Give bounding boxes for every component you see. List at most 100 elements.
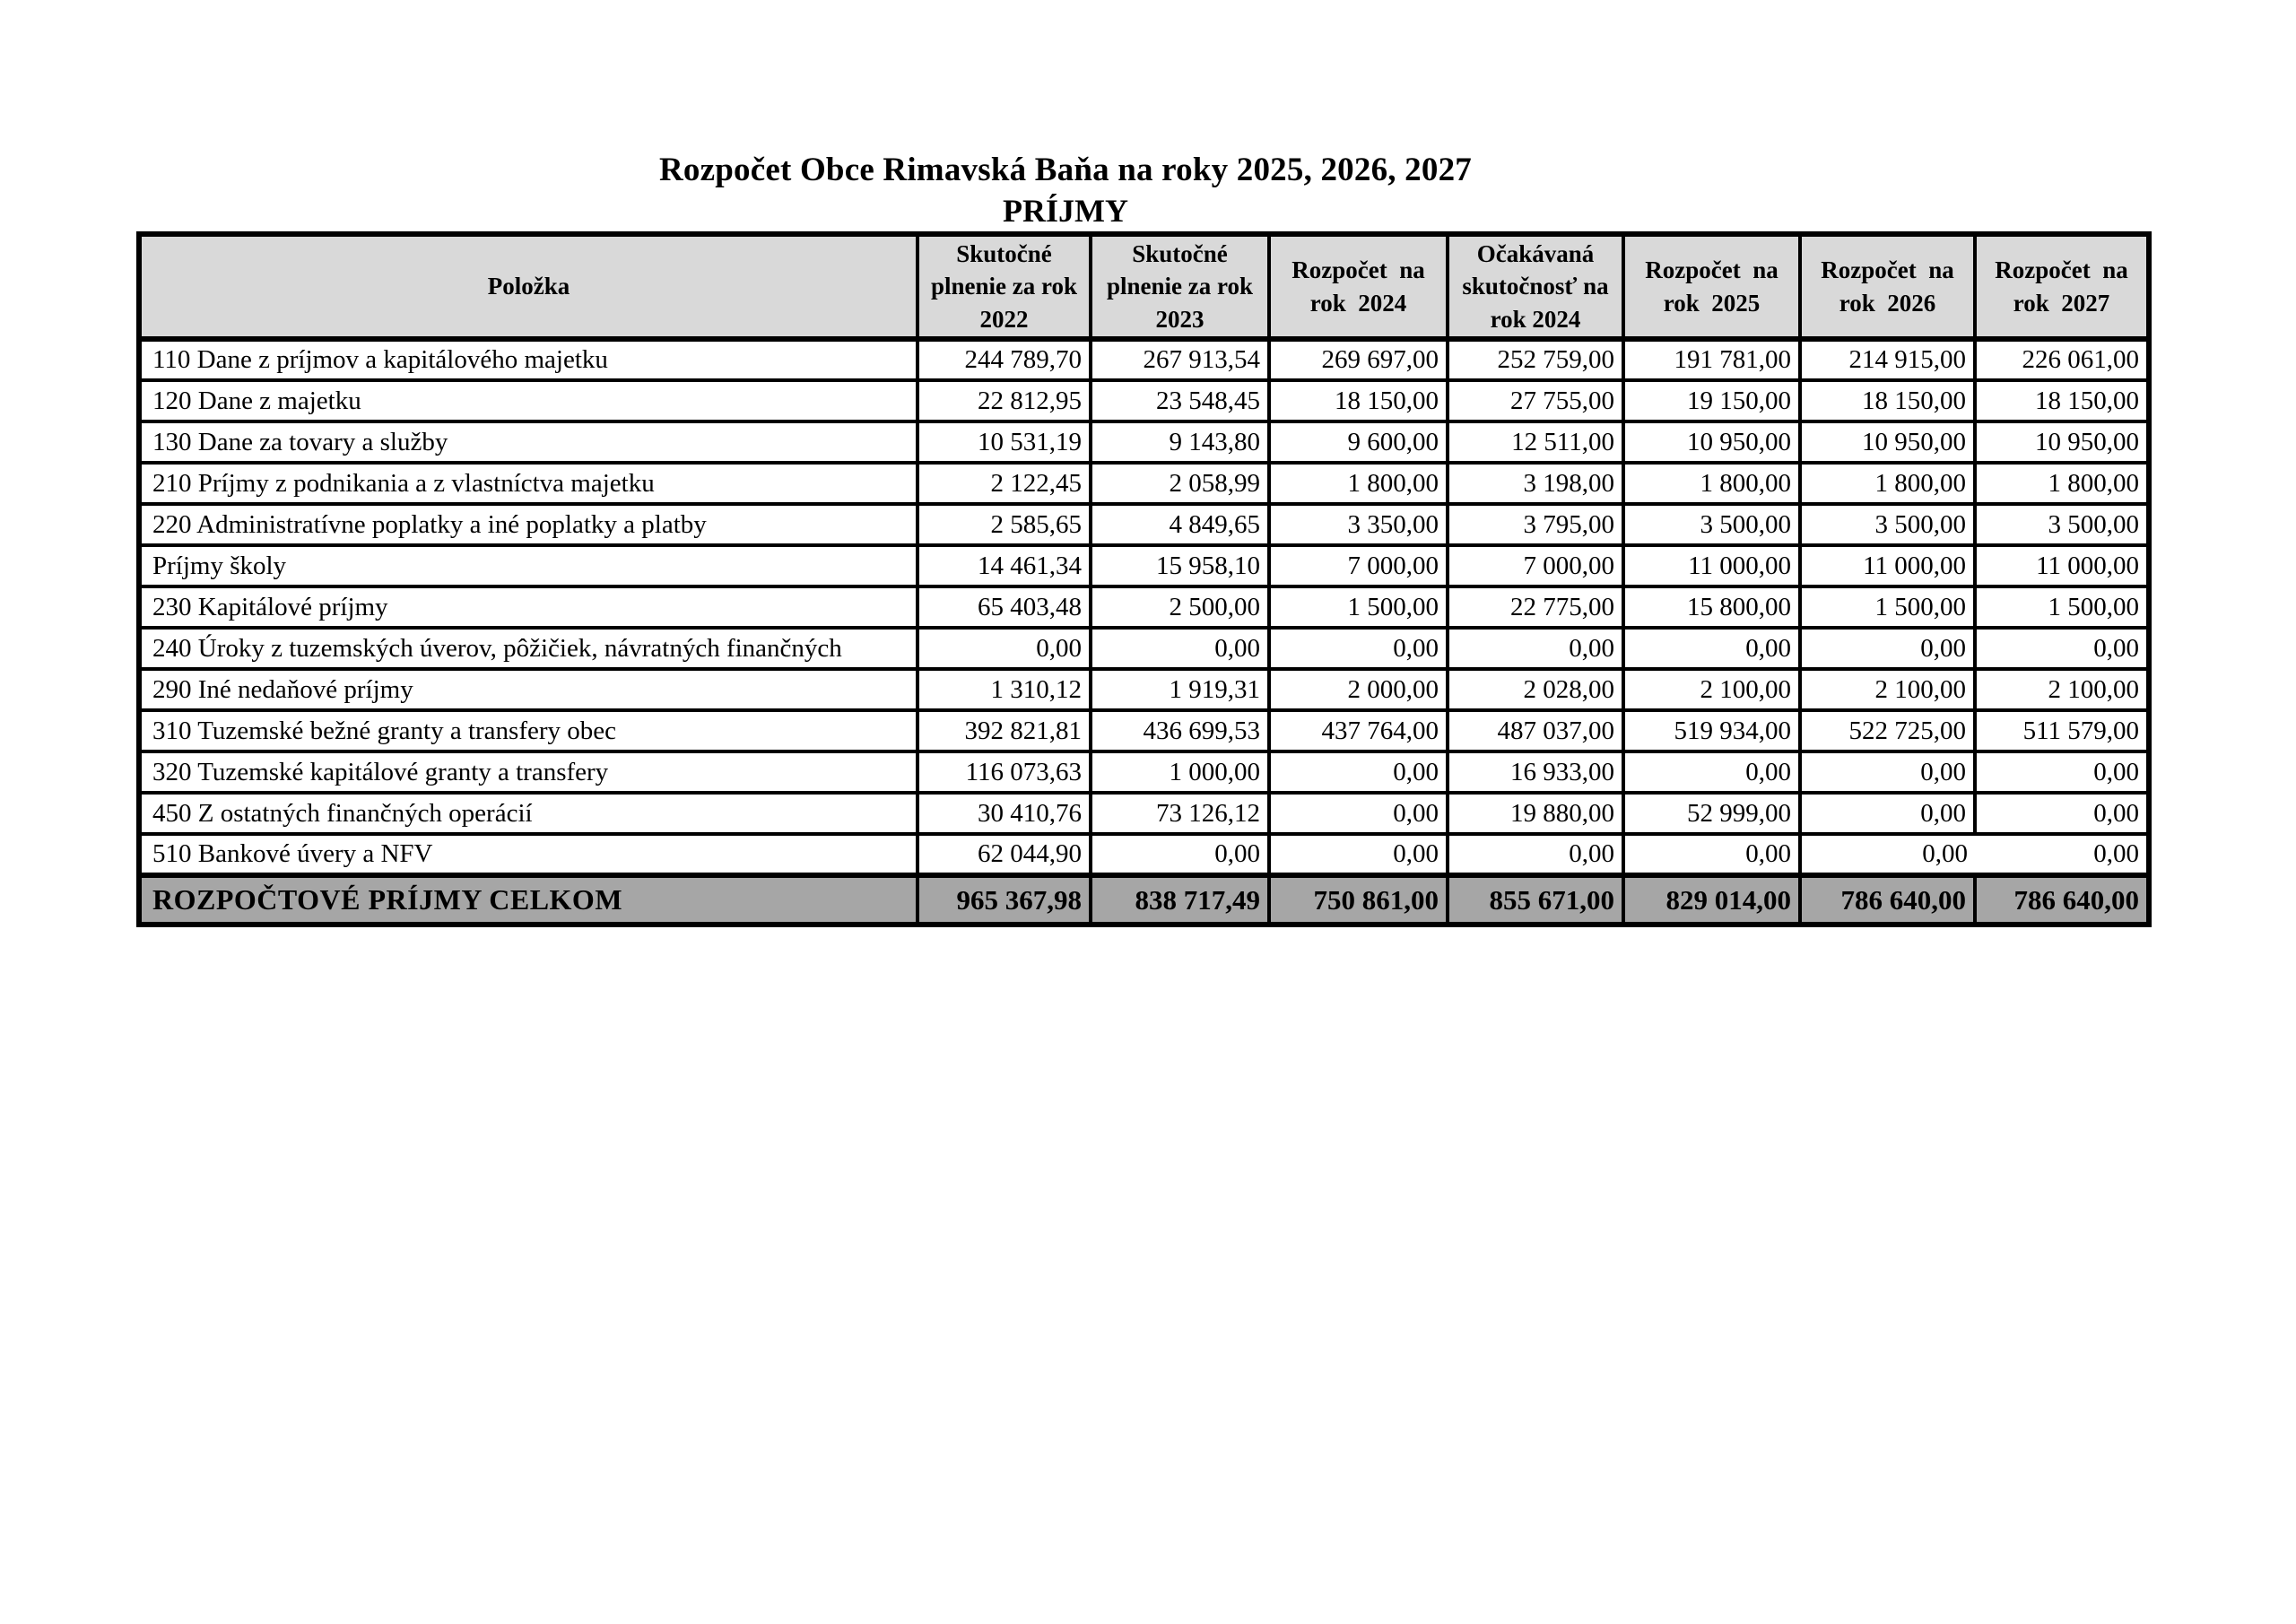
table-row: 230 Kapitálové príjmy 65 403,48 2 500,00 1 …: [137, 585, 2151, 630]
total-value: 829 014,00: [1622, 873, 1802, 926]
row-value: 62 044,90: [916, 832, 1092, 877]
row-value: 522 725,00: [1798, 708, 1977, 753]
row-label: 450 Z ostatných finančných operácií: [137, 791, 919, 836]
row-value: 267 913,54: [1089, 337, 1271, 382]
row-label: 210 Príjmy z podnikania a z vlastníctva …: [137, 461, 919, 506]
row-value: 0,00: [1622, 626, 1802, 671]
row-value: 0,00: [1267, 750, 1449, 795]
row-value: 2 100,00: [1973, 667, 2151, 712]
row-value: 3 500,00: [1973, 502, 2151, 547]
row-value: 1 800,00: [1798, 461, 1977, 506]
column-header: Skutočné plnenie za rok 2023: [1089, 232, 1271, 342]
row-value: 3 500,00: [1798, 502, 1977, 547]
table-row: 220 Administratívne poplatky a iné popla…: [137, 502, 2151, 547]
row-value: 3 198,00: [1446, 461, 1625, 506]
row-value: 0,00: [916, 626, 1092, 671]
row-value: 0,00: [1267, 832, 1449, 877]
column-header: Rozpočet na rok 2027: [1973, 232, 2151, 342]
row-value: 9 600,00: [1267, 420, 1449, 465]
row-label: 290 Iné nedaňové príjmy: [137, 667, 919, 712]
row-label: Príjmy školy: [137, 543, 919, 588]
row-value: 1 310,12: [916, 667, 1092, 712]
row-value: 1 500,00: [1267, 585, 1449, 630]
row-value: 3 350,00: [1267, 502, 1449, 547]
row-label: 240 Úroky z tuzemských úverov, pôžičiek,…: [137, 626, 919, 671]
row-value: 0,00: [1798, 832, 1975, 877]
table-row: 510 Bankové úvery a NFV 62 044,90 0,00 0,00…: [137, 832, 2151, 877]
row-value: 16 933,00: [1446, 750, 1625, 795]
row-value: 1 000,00: [1089, 750, 1271, 795]
row-value: 22 812,95: [916, 378, 1092, 423]
row-value: 1 800,00: [1267, 461, 1449, 506]
row-value: 22 775,00: [1446, 585, 1625, 630]
row-value: 73 126,12: [1089, 791, 1271, 836]
table-row: 290 Iné nedaňové príjmy 1 310,12 1 919,31 2…: [137, 667, 2151, 712]
row-value: 0,00: [1446, 626, 1625, 671]
row-label: 110 Dane z príjmov a kapitálového majetk…: [137, 337, 919, 382]
row-value: 116 073,63: [916, 750, 1092, 795]
row-label: 120 Dane z majetku: [137, 378, 919, 423]
row-value: 2 100,00: [1798, 667, 1977, 712]
column-header: Očakávaná skutočnosť na rok 2024: [1446, 232, 1625, 342]
row-value: 0,00: [1622, 832, 1802, 877]
row-value: 2 500,00: [1089, 585, 1271, 630]
row-value: 1 800,00: [1622, 461, 1802, 506]
column-header: Rozpočet na rok 2025: [1622, 232, 1802, 342]
row-value: 10 950,00: [1798, 420, 1977, 465]
row-label: 310 Tuzemské bežné granty a transfery ob…: [137, 708, 919, 753]
table-row: 110 Dane z príjmov a kapitálového majetk…: [137, 337, 2151, 382]
row-value: 11 000,00: [1622, 543, 1802, 588]
budget-table: Položka Skutočné plnenie za rok 2022 Skuto…: [136, 231, 2152, 927]
row-value: 487 037,00: [1446, 708, 1625, 753]
row-value: 519 934,00: [1622, 708, 1802, 753]
row-value: 0,00: [1798, 791, 1977, 836]
total-value: 750 861,00: [1267, 873, 1449, 926]
row-label: 130 Dane za tovary a služby: [137, 420, 919, 465]
row-value: 0,00: [1798, 626, 1977, 671]
row-value: 511 579,00: [1973, 708, 2151, 753]
row-value: 7 000,00: [1446, 543, 1625, 588]
table-header: Položka Skutočné plnenie za rok 2022 Skuto…: [137, 232, 2151, 342]
row-value: 0,00: [1267, 626, 1449, 671]
table-row: 210 Príjmy z podnikania a z vlastníctva …: [137, 461, 2151, 506]
page-subtitle: PRÍJMY: [1003, 193, 1128, 229]
row-value: 27 755,00: [1446, 378, 1625, 423]
row-value: 244 789,70: [916, 337, 1092, 382]
row-value: 10 950,00: [1622, 420, 1802, 465]
total-row: ROZPOČTOVÉ PRÍJMY CELKOM 965 367,98 838 71…: [137, 873, 2151, 926]
table-row: 240 Úroky z tuzemských úverov, pôžičiek,…: [137, 626, 2151, 671]
row-value: 14 461,34: [916, 543, 1092, 588]
row-value: 2 028,00: [1446, 667, 1625, 712]
column-header: Rozpočet na rok 2024: [1267, 232, 1449, 342]
row-value: 3 500,00: [1622, 502, 1802, 547]
row-value: 9 143,80: [1089, 420, 1271, 465]
table-row: 310 Tuzemské bežné granty a transfery ob…: [137, 708, 2151, 753]
table-row: 120 Dane z majetku 22 812,95 23 548,45 18 1…: [137, 378, 2151, 423]
row-value: 0,00: [1798, 750, 1977, 795]
row-value: 3 795,00: [1446, 502, 1625, 547]
column-header: Rozpočet na rok 2026: [1798, 232, 1977, 342]
row-value: 392 821,81: [916, 708, 1092, 753]
total-value: 965 367,98: [916, 873, 1092, 926]
row-value: 0,00: [1089, 626, 1271, 671]
row-value: 436 699,53: [1089, 708, 1271, 753]
total-value: 786 640,00: [1798, 873, 1977, 926]
row-value: 11 000,00: [1973, 543, 2151, 588]
row-value: 19 150,00: [1622, 378, 1802, 423]
row-value: 2 100,00: [1622, 667, 1802, 712]
row-value: 1 500,00: [1798, 585, 1977, 630]
total-value: 855 671,00: [1446, 873, 1625, 926]
row-value: 437 764,00: [1267, 708, 1449, 753]
row-value: 11 000,00: [1798, 543, 1977, 588]
table-row: 130 Dane za tovary a služby 10 531,19 9 14…: [137, 420, 2151, 465]
page-title: Rozpočet Obce Rimavská Baňa na roky 2025…: [659, 152, 1472, 188]
row-value: 0,00: [1973, 791, 2151, 836]
row-value: 0,00: [1267, 791, 1449, 836]
table-body: 110 Dane z príjmov a kapitálového majetk…: [137, 337, 2151, 877]
row-value: 2 122,45: [916, 461, 1092, 506]
table-row: 450 Z ostatných finančných operácií 30 41…: [137, 791, 2151, 836]
row-value: 52 999,00: [1622, 791, 1802, 836]
row-value: 0,00: [1975, 832, 2151, 877]
row-value: 10 531,19: [916, 420, 1092, 465]
row-value: 1 919,31: [1089, 667, 1271, 712]
